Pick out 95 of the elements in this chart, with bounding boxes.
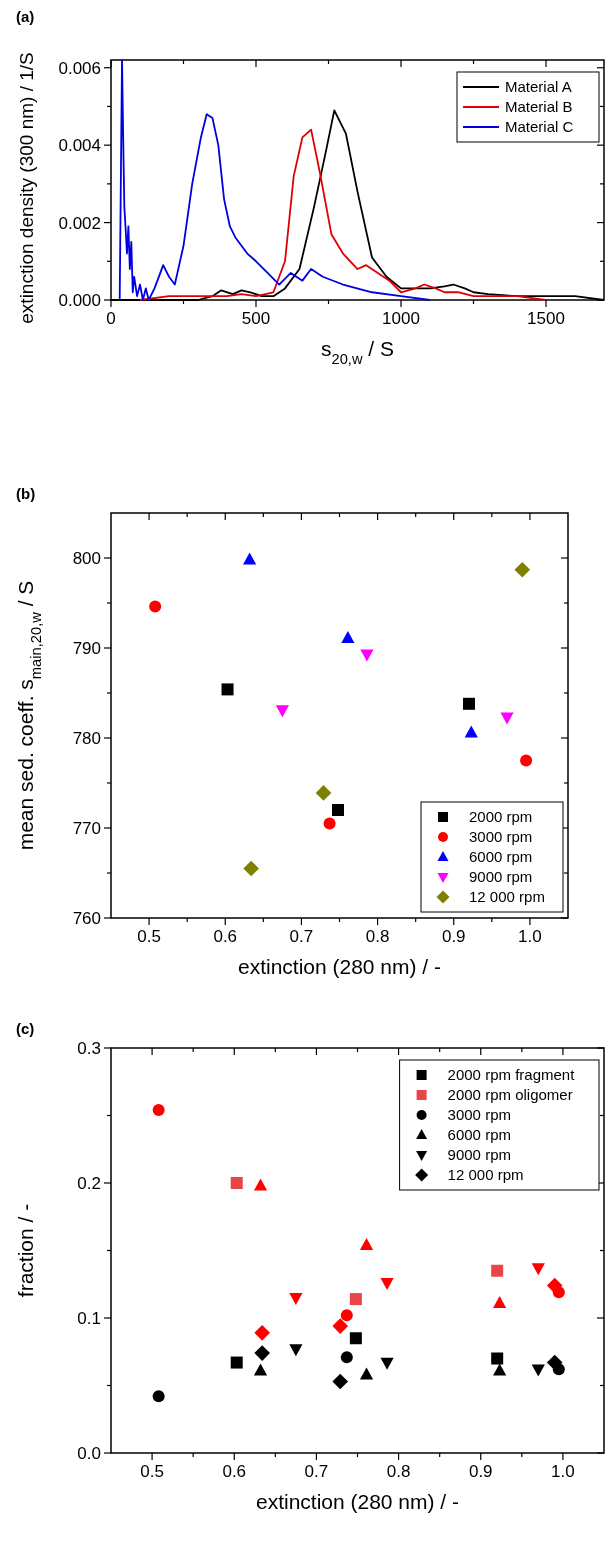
point — [253, 1363, 268, 1376]
x-tick-label: 0.7 — [304, 1462, 329, 1481]
point — [360, 649, 374, 662]
legend-label: 9000 rpm — [469, 868, 533, 885]
y-tick-label: 790 — [72, 639, 101, 658]
point — [491, 1264, 504, 1277]
point — [243, 860, 259, 877]
x-tick-label: 500 — [241, 309, 271, 328]
line-series — [118, 59, 431, 301]
point — [253, 1178, 268, 1191]
x-axis-title: extinction (280 nm) / - — [237, 955, 442, 978]
legend-label: 2000 rpm oligomer — [447, 1086, 573, 1103]
legend-label: 3000 rpm — [447, 1106, 511, 1123]
x-tick-label: 0.8 — [365, 927, 390, 946]
y-tick-label: 770 — [72, 819, 101, 838]
x-axis-title: s$_{20,w}$ / S — [320, 337, 395, 367]
point — [531, 1263, 545, 1276]
x-tick-label: 1.0 — [551, 1462, 575, 1481]
point — [254, 1325, 270, 1341]
legend-label: 2000 rpm — [469, 808, 533, 825]
y-axis-title: extinction density (300 nm) / 1/S — [16, 52, 37, 324]
y-tick-label: 0.3 — [77, 1039, 101, 1058]
chart-title: (c) — [16, 1020, 35, 1037]
point — [359, 1367, 374, 1380]
x-tick-label: 0.6 — [213, 927, 238, 946]
point — [275, 705, 289, 718]
point — [359, 1237, 374, 1250]
point — [149, 600, 162, 613]
y-tick-label: 0.2 — [77, 1174, 101, 1193]
legend-label: Material A — [505, 78, 572, 95]
point — [491, 1352, 504, 1365]
point — [230, 1356, 243, 1369]
point — [493, 1363, 507, 1376]
point — [152, 1390, 165, 1403]
x-tick-label: 1500 — [527, 309, 565, 328]
legend-label: 3000 rpm — [469, 828, 533, 845]
x-tick-label: 0.6 — [222, 1462, 247, 1481]
point — [152, 1104, 165, 1117]
point — [340, 1351, 353, 1364]
point — [380, 1278, 394, 1291]
point — [462, 697, 475, 710]
point — [315, 785, 332, 801]
point — [500, 712, 514, 725]
legend-label: 9000 rpm — [447, 1146, 511, 1163]
x-tick-label: 1.0 — [518, 927, 542, 946]
y-axis-title: fraction / - — [14, 1203, 37, 1298]
x-tick-label: 1000 — [382, 309, 420, 328]
point — [331, 804, 344, 816]
point — [546, 1277, 563, 1294]
x-tick-label: 0 — [106, 309, 116, 328]
point — [243, 552, 257, 565]
point — [230, 1177, 243, 1189]
legend-label: 2000 rpm fragment — [447, 1066, 576, 1083]
point — [514, 561, 531, 578]
legend-label: 12 000 rpm — [469, 888, 545, 905]
legend-label: Material C — [505, 118, 574, 135]
point — [349, 1332, 362, 1345]
legend-label: 6000 rpm — [469, 848, 533, 865]
legend-label: 6000 rpm — [447, 1126, 511, 1143]
point — [332, 1373, 349, 1390]
y-tick-label: 800 — [72, 549, 101, 568]
y-tick-label: 0.002 — [58, 213, 101, 233]
point — [380, 1357, 394, 1370]
point — [254, 1345, 270, 1361]
point — [289, 1344, 303, 1357]
chart-title: (a) — [16, 8, 35, 25]
point — [464, 725, 478, 738]
point — [546, 1354, 563, 1371]
y-tick-label: 760 — [72, 909, 101, 928]
point — [531, 1364, 545, 1377]
x-tick-label: 0.5 — [140, 1462, 164, 1481]
x-tick-label: 0.8 — [386, 1462, 411, 1481]
point — [341, 630, 355, 643]
x-tick-label: 0.9 — [441, 927, 466, 946]
point — [340, 1309, 353, 1322]
x-tick-label: 0.9 — [468, 1462, 493, 1481]
point — [323, 817, 336, 830]
y-tick-label: 0.1 — [77, 1309, 101, 1328]
point — [332, 1318, 349, 1334]
point — [221, 683, 234, 696]
legend-label: Material B — [505, 98, 573, 115]
x-tick-label: 0.7 — [289, 927, 314, 946]
point — [520, 754, 533, 767]
x-axis-title: extinction (280 nm) / - — [255, 1490, 460, 1513]
y-tick-label: 0.006 — [58, 58, 101, 78]
point — [349, 1293, 362, 1306]
y-tick-label: 0.004 — [58, 136, 101, 156]
x-tick-label: 0.5 — [137, 927, 161, 946]
legend-label: 12 000 rpm — [447, 1166, 524, 1183]
chart-title: (b) — [16, 485, 36, 502]
point — [493, 1295, 507, 1308]
y-tick-label: 780 — [72, 729, 101, 748]
point — [289, 1292, 303, 1305]
y-tick-label: 0.000 — [58, 291, 101, 310]
y-tick-label: 0.0 — [77, 1444, 101, 1463]
